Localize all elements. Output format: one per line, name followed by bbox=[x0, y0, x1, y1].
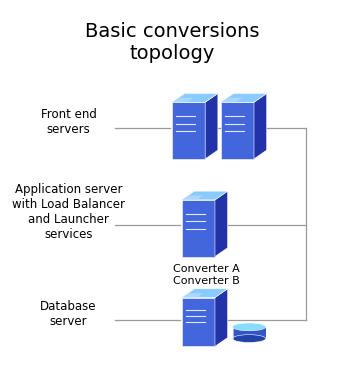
Polygon shape bbox=[172, 102, 205, 159]
Polygon shape bbox=[254, 93, 267, 159]
Polygon shape bbox=[182, 298, 215, 347]
Text: Basic conversions
topology: Basic conversions topology bbox=[85, 22, 259, 63]
Polygon shape bbox=[215, 191, 227, 256]
Polygon shape bbox=[182, 196, 203, 200]
Polygon shape bbox=[182, 293, 203, 298]
Text: Converter A
Converter B: Converter A Converter B bbox=[173, 264, 240, 286]
Polygon shape bbox=[182, 191, 227, 200]
Ellipse shape bbox=[233, 323, 266, 331]
Polygon shape bbox=[221, 98, 242, 102]
Polygon shape bbox=[172, 93, 218, 102]
Text: Application server
with Load Balancer
and Launcher
services: Application server with Load Balancer an… bbox=[12, 183, 125, 241]
Ellipse shape bbox=[233, 335, 266, 343]
Polygon shape bbox=[205, 93, 218, 159]
Polygon shape bbox=[221, 93, 267, 102]
Polygon shape bbox=[221, 102, 254, 159]
Polygon shape bbox=[182, 289, 227, 298]
Text: Database
server: Database server bbox=[40, 299, 97, 328]
Text: Front end
servers: Front end servers bbox=[40, 108, 96, 136]
Polygon shape bbox=[172, 98, 193, 102]
Polygon shape bbox=[182, 200, 215, 256]
Polygon shape bbox=[215, 289, 227, 347]
Polygon shape bbox=[233, 327, 266, 339]
